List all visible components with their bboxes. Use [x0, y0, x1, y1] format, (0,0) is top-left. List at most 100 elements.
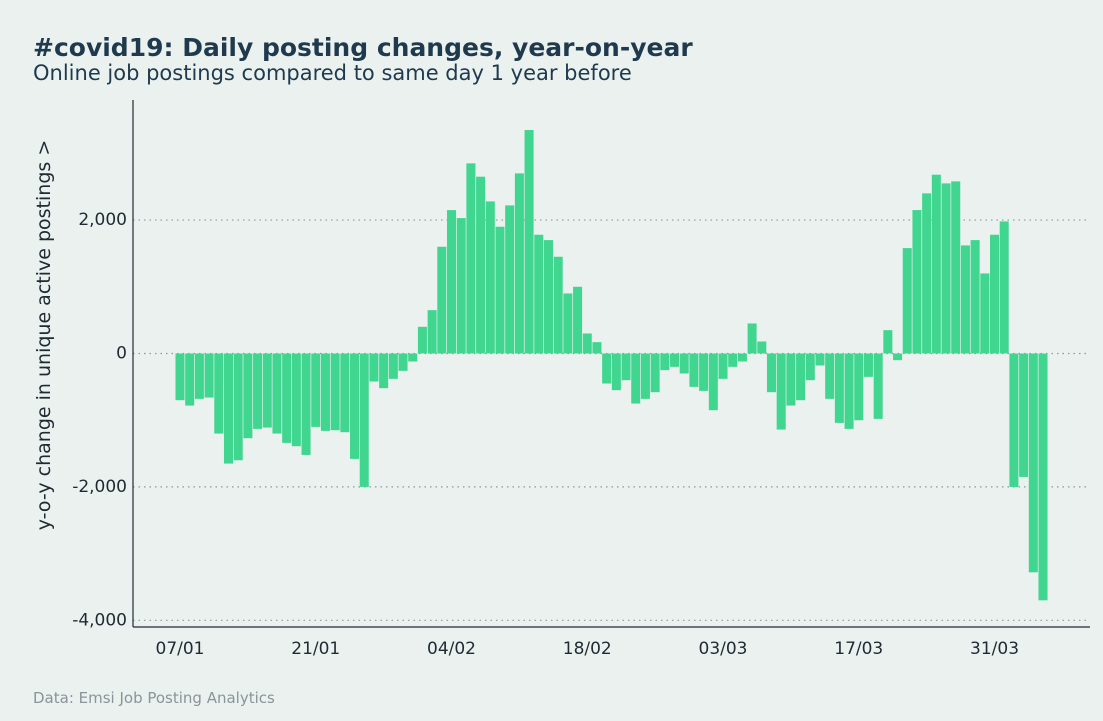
x-tick-label: 17/03: [834, 639, 883, 659]
bar: [631, 353, 641, 404]
bar: [223, 353, 233, 464]
bar: [311, 353, 321, 427]
bar: [330, 353, 340, 431]
bar: [902, 248, 912, 354]
bar: [553, 256, 563, 354]
bar: [621, 353, 631, 381]
bar: [456, 218, 466, 354]
x-tick-label: 03/03: [699, 639, 748, 659]
bar: [689, 353, 699, 387]
bar: [805, 353, 815, 381]
bar: [543, 240, 553, 354]
bar: [466, 163, 476, 354]
bar: [582, 333, 592, 354]
bar: [592, 342, 602, 354]
bar: [194, 353, 204, 399]
bar: [253, 353, 263, 429]
y-tick-label: 2,000: [78, 210, 127, 230]
bar: [679, 353, 689, 374]
y-tick-label: -2,000: [72, 477, 127, 497]
bar: [1038, 353, 1048, 601]
bar: [214, 353, 224, 434]
bar: [854, 353, 864, 421]
bar: [359, 353, 369, 487]
bar: [437, 246, 447, 354]
bar: [350, 353, 360, 459]
bar: [272, 353, 282, 434]
bar: [825, 353, 835, 399]
bar: [301, 353, 311, 455]
bar: [282, 353, 292, 443]
bar: [1009, 353, 1019, 487]
bar: [563, 293, 573, 354]
bar: [893, 353, 903, 361]
bar: [505, 205, 515, 354]
x-tick-label: 07/01: [156, 639, 205, 659]
bar: [204, 353, 214, 398]
bar: [980, 273, 990, 354]
bar: [379, 353, 389, 389]
bar: [922, 193, 932, 354]
y-tick-label: -4,000: [72, 610, 127, 630]
bar: [650, 353, 660, 393]
bar: [369, 353, 379, 382]
bar: [291, 353, 301, 447]
bar: [699, 353, 709, 391]
chart-subtitle: Online job postings compared to same day…: [33, 61, 632, 85]
bar: [340, 353, 350, 433]
bar: [912, 210, 922, 354]
bar: [941, 183, 951, 354]
bar: [476, 176, 486, 354]
chart-title: #covid19: Daily posting changes, year-on…: [33, 33, 693, 62]
bar: [602, 353, 612, 384]
y-tick-label: 0: [116, 343, 127, 363]
bar: [737, 353, 747, 362]
bar: [534, 234, 544, 354]
bar: [786, 353, 796, 406]
bar: [970, 240, 980, 354]
bar: [495, 226, 505, 354]
bar: [408, 353, 418, 362]
bar: [728, 353, 738, 367]
bar: [175, 353, 185, 401]
bar: [417, 326, 427, 354]
bar: [514, 173, 524, 354]
bar: [766, 353, 777, 393]
bar: [863, 353, 873, 377]
bar: [883, 330, 893, 354]
x-tick-label: 18/02: [563, 639, 612, 659]
bar: [573, 286, 583, 354]
bar: [1019, 353, 1029, 477]
bar: [708, 353, 718, 411]
bar: [873, 353, 883, 419]
bar: [262, 353, 272, 428]
bar: [999, 221, 1009, 354]
bar: [757, 341, 767, 354]
bar: [776, 353, 786, 430]
bar: [524, 130, 534, 354]
bar: [611, 353, 621, 391]
bar: [1028, 353, 1038, 573]
bar: [485, 201, 495, 354]
bar: [388, 353, 398, 379]
bar: [796, 353, 806, 401]
bar: [670, 353, 680, 367]
source: Data: Emsi Job Posting Analytics: [33, 689, 275, 707]
bar: [990, 234, 1000, 354]
bar: [427, 310, 437, 354]
bar: [446, 210, 457, 354]
bar: [243, 353, 253, 439]
bar: [398, 353, 408, 371]
bar: [815, 353, 825, 366]
bar: [747, 323, 757, 354]
bar: [931, 174, 941, 354]
bar: [640, 353, 650, 399]
bar: [320, 353, 330, 431]
bar: [844, 353, 854, 429]
x-tick-label: 21/01: [291, 639, 340, 659]
bar: [233, 353, 243, 461]
x-tick-label: 31/03: [970, 639, 1019, 659]
bar: [951, 181, 961, 354]
